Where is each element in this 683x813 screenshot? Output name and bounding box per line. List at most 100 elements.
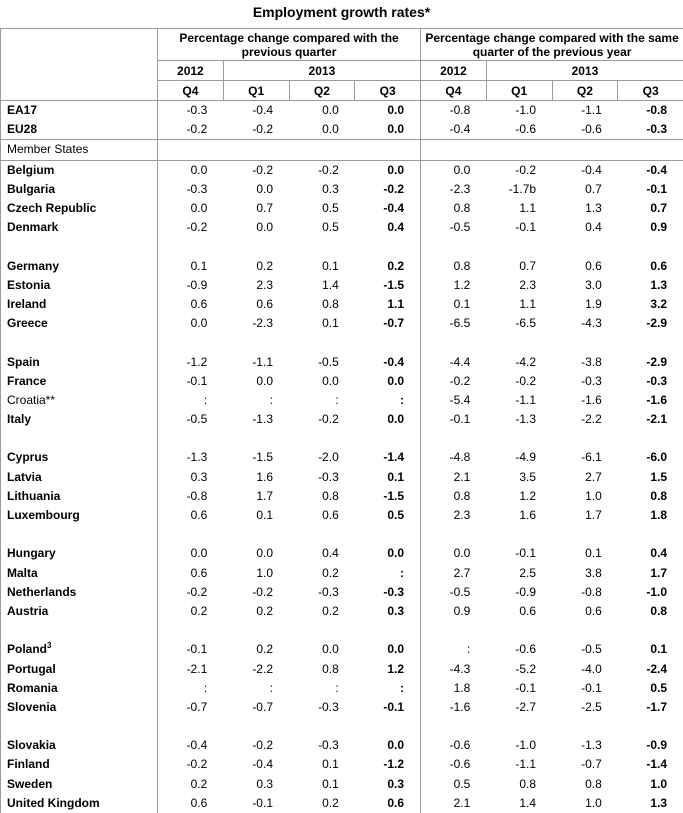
country-name: Croatia**: [7, 393, 55, 407]
value-cell: -1.7: [618, 698, 683, 717]
value-cell: -0.3: [552, 372, 618, 391]
value-cell: -0.8: [421, 101, 487, 121]
value-cell: 0.8: [552, 775, 618, 794]
header-year-2013: 2013: [223, 61, 420, 81]
row-label: Cyprus: [1, 448, 158, 467]
value-cell: -0.3: [289, 698, 355, 717]
value-cell: 0.1: [223, 506, 289, 525]
value-cell: 1.8: [618, 506, 683, 525]
value-cell: -2.1: [618, 410, 683, 429]
country-name: Malta: [7, 566, 38, 580]
value-cell: 0.3: [355, 775, 421, 794]
value-cell: -4.3: [552, 314, 618, 333]
row-label: Belgium: [1, 160, 158, 180]
empty-cell: [618, 140, 683, 160]
value-cell: -1.5: [223, 448, 289, 467]
row-label: Croatia**: [1, 391, 158, 410]
empty-cell: [552, 717, 618, 736]
value-cell: :: [223, 679, 289, 698]
member-states-label: Member States: [1, 140, 158, 160]
country-name: Ireland: [7, 297, 46, 311]
empty-cell: [158, 717, 224, 736]
spacer-cell: [1, 621, 158, 640]
value-cell: 2.3: [486, 276, 552, 295]
value-cell: -0.2: [223, 583, 289, 602]
value-cell: 0.9: [618, 218, 683, 237]
country-name: Finland: [7, 757, 50, 771]
header-quarter: Q3: [355, 81, 421, 101]
value-cell: -1.2: [355, 755, 421, 774]
value-cell: 0.0: [355, 736, 421, 755]
value-cell: -0.3: [158, 101, 224, 121]
empty-cell: [552, 237, 618, 256]
value-cell: -0.7: [355, 314, 421, 333]
row-label: Romania: [1, 679, 158, 698]
table-header: Percentage change compared with the prev…: [1, 29, 683, 101]
value-cell: 0.3: [223, 775, 289, 794]
row-label: Poland3: [1, 640, 158, 659]
header-quarter: Q1: [223, 81, 289, 101]
value-cell: -1.0: [618, 583, 683, 602]
value-cell: 0.0: [355, 410, 421, 429]
row-label: Malta: [1, 564, 158, 583]
empty-cell: [618, 429, 683, 448]
row-label: EU28: [1, 120, 158, 140]
value-cell: 0.8: [421, 199, 487, 218]
empty-cell: [158, 429, 224, 448]
value-cell: :: [223, 391, 289, 410]
empty-cell: [158, 333, 224, 352]
value-cell: -0.8: [618, 101, 683, 121]
value-cell: 0.4: [618, 544, 683, 563]
country-name: Bulgaria: [7, 182, 55, 196]
value-cell: 0.0: [289, 101, 355, 121]
value-cell: 0.6: [552, 257, 618, 276]
row-label: Spain: [1, 352, 158, 371]
value-cell: -2.3: [421, 180, 487, 199]
value-cell: 1.0: [552, 487, 618, 506]
empty-cell: [355, 333, 421, 352]
row-label: Lithuania: [1, 487, 158, 506]
value-cell: 3.0: [552, 276, 618, 295]
value-cell: -0.8: [158, 487, 224, 506]
value-cell: 0.0: [355, 640, 421, 659]
value-cell: 1.2: [421, 276, 487, 295]
value-cell: 0.7: [223, 199, 289, 218]
value-cell: -0.3: [158, 180, 224, 199]
value-cell: -4.4: [421, 352, 487, 371]
value-cell: -0.4: [421, 120, 487, 140]
value-cell: -0.3: [355, 583, 421, 602]
value-cell: -0.4: [552, 160, 618, 180]
empty-cell: [486, 333, 552, 352]
value-cell: -2.4: [618, 659, 683, 678]
employment-growth-table: Percentage change compared with the prev…: [0, 28, 683, 813]
empty-cell: [289, 429, 355, 448]
country-name: Italy: [7, 412, 31, 426]
value-cell: 0.0: [289, 640, 355, 659]
value-cell: -1.1: [486, 755, 552, 774]
value-cell: -0.3: [289, 736, 355, 755]
row-label: Finland: [1, 755, 158, 774]
spacer-cell: [1, 429, 158, 448]
value-cell: -0.3: [289, 468, 355, 487]
value-cell: -0.7: [158, 698, 224, 717]
value-cell: 2.1: [421, 794, 487, 813]
value-cell: 0.7: [552, 180, 618, 199]
header-quarter: Q2: [552, 81, 618, 101]
value-cell: 1.8: [421, 679, 487, 698]
value-cell: 1.3: [552, 199, 618, 218]
value-cell: 1.7: [552, 506, 618, 525]
value-cell: -1.4: [618, 755, 683, 774]
value-cell: 2.3: [421, 506, 487, 525]
value-cell: 0.5: [289, 218, 355, 237]
empty-cell: [421, 429, 487, 448]
country-name: Belgium: [7, 163, 54, 177]
row-label: Netherlands: [1, 583, 158, 602]
value-cell: -2.9: [618, 352, 683, 371]
value-cell: -0.9: [486, 583, 552, 602]
value-cell: 0.8: [421, 257, 487, 276]
